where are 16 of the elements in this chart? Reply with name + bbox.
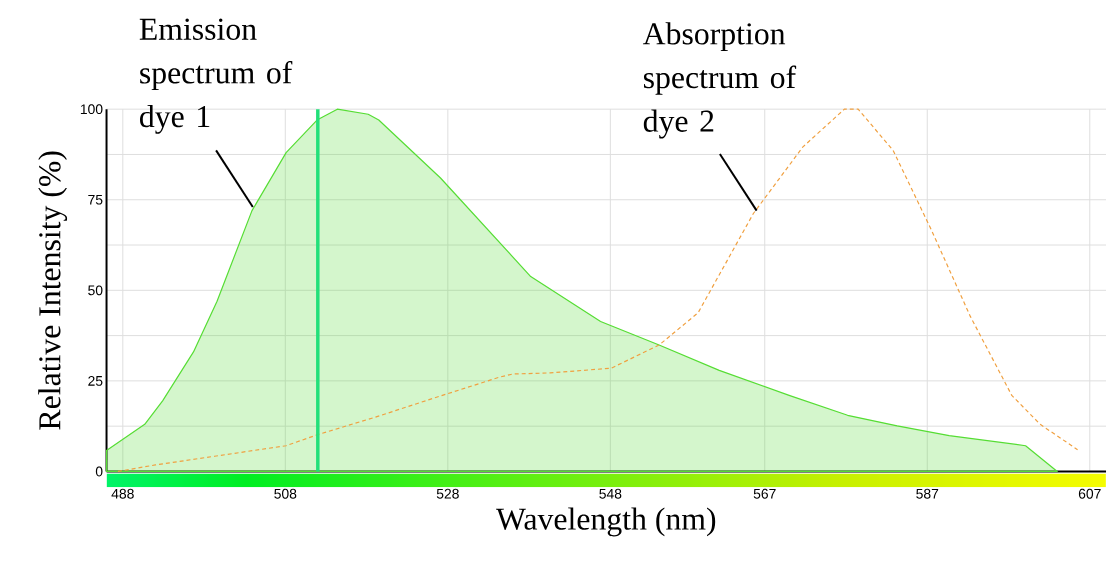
x-tick-label: 528 — [436, 488, 459, 499]
x-tick-label: 567 — [753, 488, 776, 499]
y-axis-title: Relative Intensity (%) — [38, 151, 68, 430]
x-tick-label: 548 — [599, 488, 622, 499]
annotation: Absorption spectrum of dye 2 — [642, 22, 797, 139]
y-tick-label: 0 — [95, 466, 103, 477]
x-tick-label: 587 — [916, 488, 939, 499]
y-tick-label: 100 — [80, 104, 103, 115]
x-tick-label: 508 — [274, 488, 297, 499]
y-tick-label: 75 — [88, 195, 103, 205]
x-tick-label: 607 — [1078, 488, 1101, 499]
annotation: Emission spectrum of dye 1 — [139, 18, 293, 134]
x-tick-label: 488 — [111, 488, 134, 499]
y-tick-label: 25 — [88, 376, 103, 386]
x-axis-title: Wavelength (nm) — [496, 507, 716, 537]
y-tick-label: 50 — [88, 285, 103, 296]
